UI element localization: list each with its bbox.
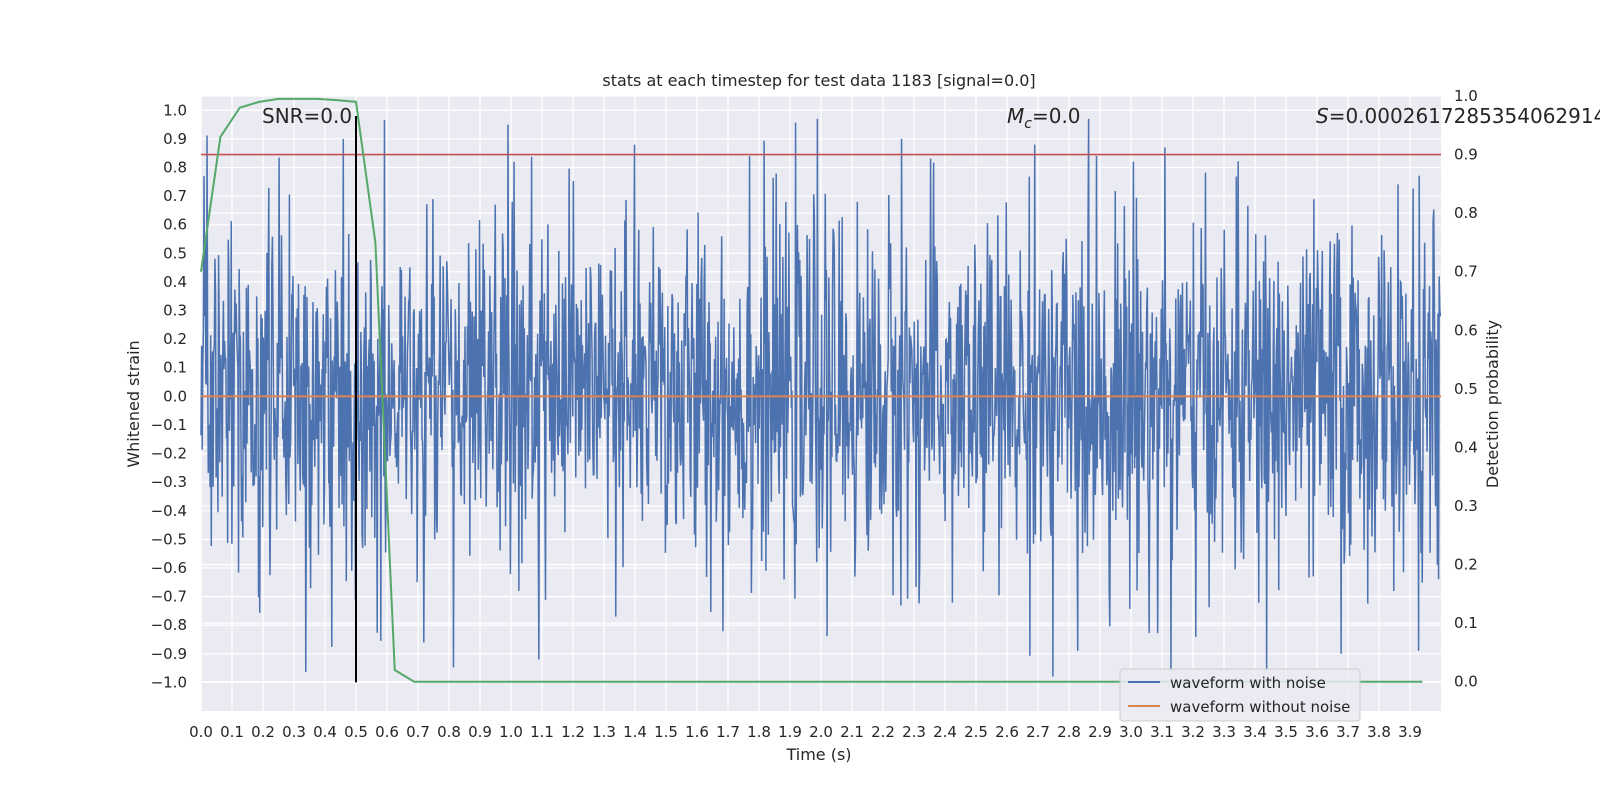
x-tick-label: 1.3	[592, 723, 616, 741]
y-tick-label: −0.1	[151, 416, 187, 434]
x-tick-label: 0.6	[375, 723, 399, 741]
s-symbol: S	[1316, 104, 1329, 128]
y-tick-label: −0.2	[151, 445, 187, 463]
s-value: =0.00026172853540629148	[1329, 104, 1600, 128]
score-annotation: S=0.00026172853540629148	[1316, 104, 1600, 128]
legend: waveform with noise waveform without noi…	[1119, 668, 1361, 722]
legend-label-clean: waveform without noise	[1170, 698, 1350, 716]
x-tick-label: 0.8	[437, 723, 461, 741]
x-tick-label: 2.6	[995, 723, 1019, 741]
overlay-lines	[200, 97, 1441, 683]
y2-tick-label: 0.2	[1454, 556, 1478, 574]
legend-box	[1119, 668, 1361, 722]
x-tick-label: 0.2	[251, 723, 275, 741]
x-tick-label: 3.6	[1305, 723, 1329, 741]
x-tick-label: 1.4	[623, 723, 647, 741]
y-tick-label: 0.5	[163, 244, 187, 262]
x-tick-label: 1.7	[716, 723, 740, 741]
x-tick-label: 3.4	[1243, 723, 1267, 741]
x-tick-label: 1.2	[561, 723, 585, 741]
x-tick-labels: 0.0 0.1 0.2 0.3 0.4 0.5 0.6 0.7 0.8 0.9 1.0 1.1 1.2 1…	[189, 723, 1422, 741]
x-tick-label: 2.8	[1057, 723, 1081, 741]
y2-tick-label: 1.0	[1454, 87, 1478, 105]
y-tick-label: −0.3	[151, 473, 187, 491]
x-tick-label: 2.1	[840, 723, 864, 741]
y-tick-label: 0.7	[163, 187, 187, 205]
x-tick-label: 3.7	[1336, 723, 1360, 741]
mc-value: =0.0	[1032, 104, 1081, 128]
x-tick-label: 3.1	[1150, 723, 1174, 741]
y-tick-label: 0.9	[163, 130, 187, 148]
y2-tick-labels: 0.0 0.1 0.2 0.3 0.4 0.5 0.6 0.7 0.8 0.9 1.0	[1454, 87, 1478, 691]
y-tick-label: −0.6	[151, 559, 187, 577]
x-tick-label: 2.0	[809, 723, 833, 741]
snr-annotation: SNR=0.0	[262, 104, 352, 128]
x-tick-label: 2.5	[964, 723, 988, 741]
x-axis-label: Time (s)	[785, 745, 851, 764]
y2-tick-label: 0.8	[1454, 204, 1478, 222]
y2-axis-label: Detection probability	[1483, 320, 1502, 488]
mc-symbol: M	[1007, 104, 1024, 128]
x-tick-label: 1.5	[654, 723, 678, 741]
detection-probability-line	[200, 97, 1423, 683]
x-tick-label: 3.3	[1212, 723, 1236, 741]
x-tick-label: 1.9	[778, 723, 802, 741]
x-tick-label: 2.3	[902, 723, 926, 741]
y-tick-label: −1.0	[151, 673, 187, 691]
x-tick-label: 1.0	[499, 723, 523, 741]
x-tick-label: 3.9	[1398, 723, 1422, 741]
y2-tick-label: 0.4	[1454, 438, 1478, 456]
y2-tick-label: 0.9	[1454, 146, 1478, 164]
y-tick-labels: 1.0 0.9 0.8 0.7 0.6 0.5 0.4 0.3 0.2 0.1 0.0 −0.1 −0.…	[151, 101, 187, 691]
y2-tick-label: 0.1	[1454, 614, 1478, 632]
y-tick-label: −0.9	[151, 645, 187, 663]
x-tick-label: 3.5	[1274, 723, 1298, 741]
y-tick-label: 0.1	[163, 359, 187, 377]
x-tick-label: 1.8	[747, 723, 771, 741]
x-tick-label: 1.6	[685, 723, 709, 741]
y-tick-label: −0.4	[151, 502, 187, 520]
y-tick-label: 0.8	[163, 159, 187, 177]
x-tick-label: 3.2	[1181, 723, 1205, 741]
y-tick-label: −0.8	[151, 616, 187, 634]
legend-label-noise: waveform with noise	[1170, 674, 1326, 692]
series-waveform-with-noise	[200, 118, 1442, 677]
x-tick-label: 0.9	[468, 723, 492, 741]
x-tick-label: 2.4	[933, 723, 957, 741]
y-tick-label: −0.5	[151, 530, 187, 548]
y-tick-label: 0.2	[163, 330, 187, 348]
x-tick-label: 0.7	[406, 723, 430, 741]
y2-tick-label: 0.3	[1454, 497, 1478, 515]
x-tick-label: 0.0	[189, 723, 213, 741]
x-tick-label: 0.4	[313, 723, 337, 741]
x-tick-label: 0.5	[344, 723, 368, 741]
y2-tick-label: 0.6	[1454, 321, 1478, 339]
x-tick-label: 0.1	[220, 723, 244, 741]
chirp-mass-annotation: Mc=0.0	[1007, 104, 1081, 132]
x-tick-label: 3.8	[1367, 723, 1391, 741]
y2-tick-label: 0.7	[1454, 263, 1478, 281]
x-tick-label: 2.9	[1088, 723, 1112, 741]
y2-tick-label: 0.5	[1454, 380, 1478, 398]
y-tick-label: 0.4	[163, 273, 187, 291]
x-tick-label: 1.1	[530, 723, 554, 741]
noise-line	[200, 118, 1442, 677]
mc-subscript: c	[1024, 116, 1032, 132]
y-tick-label: 0.6	[163, 216, 187, 234]
y-tick-label: −0.7	[151, 588, 187, 606]
y-tick-label: 0.3	[163, 302, 187, 320]
x-tick-label: 3.0	[1119, 723, 1143, 741]
y-tick-label: 0.0	[163, 387, 187, 405]
y-axis-label: Whitened strain	[124, 340, 143, 467]
x-tick-label: 2.2	[871, 723, 895, 741]
chart-title: stats at each timestep for test data 118…	[602, 71, 1035, 90]
x-tick-label: 0.3	[282, 723, 306, 741]
x-tick-label: 2.7	[1026, 723, 1050, 741]
y2-tick-label: 0.0	[1454, 673, 1478, 691]
y-tick-label: 1.0	[163, 101, 187, 119]
